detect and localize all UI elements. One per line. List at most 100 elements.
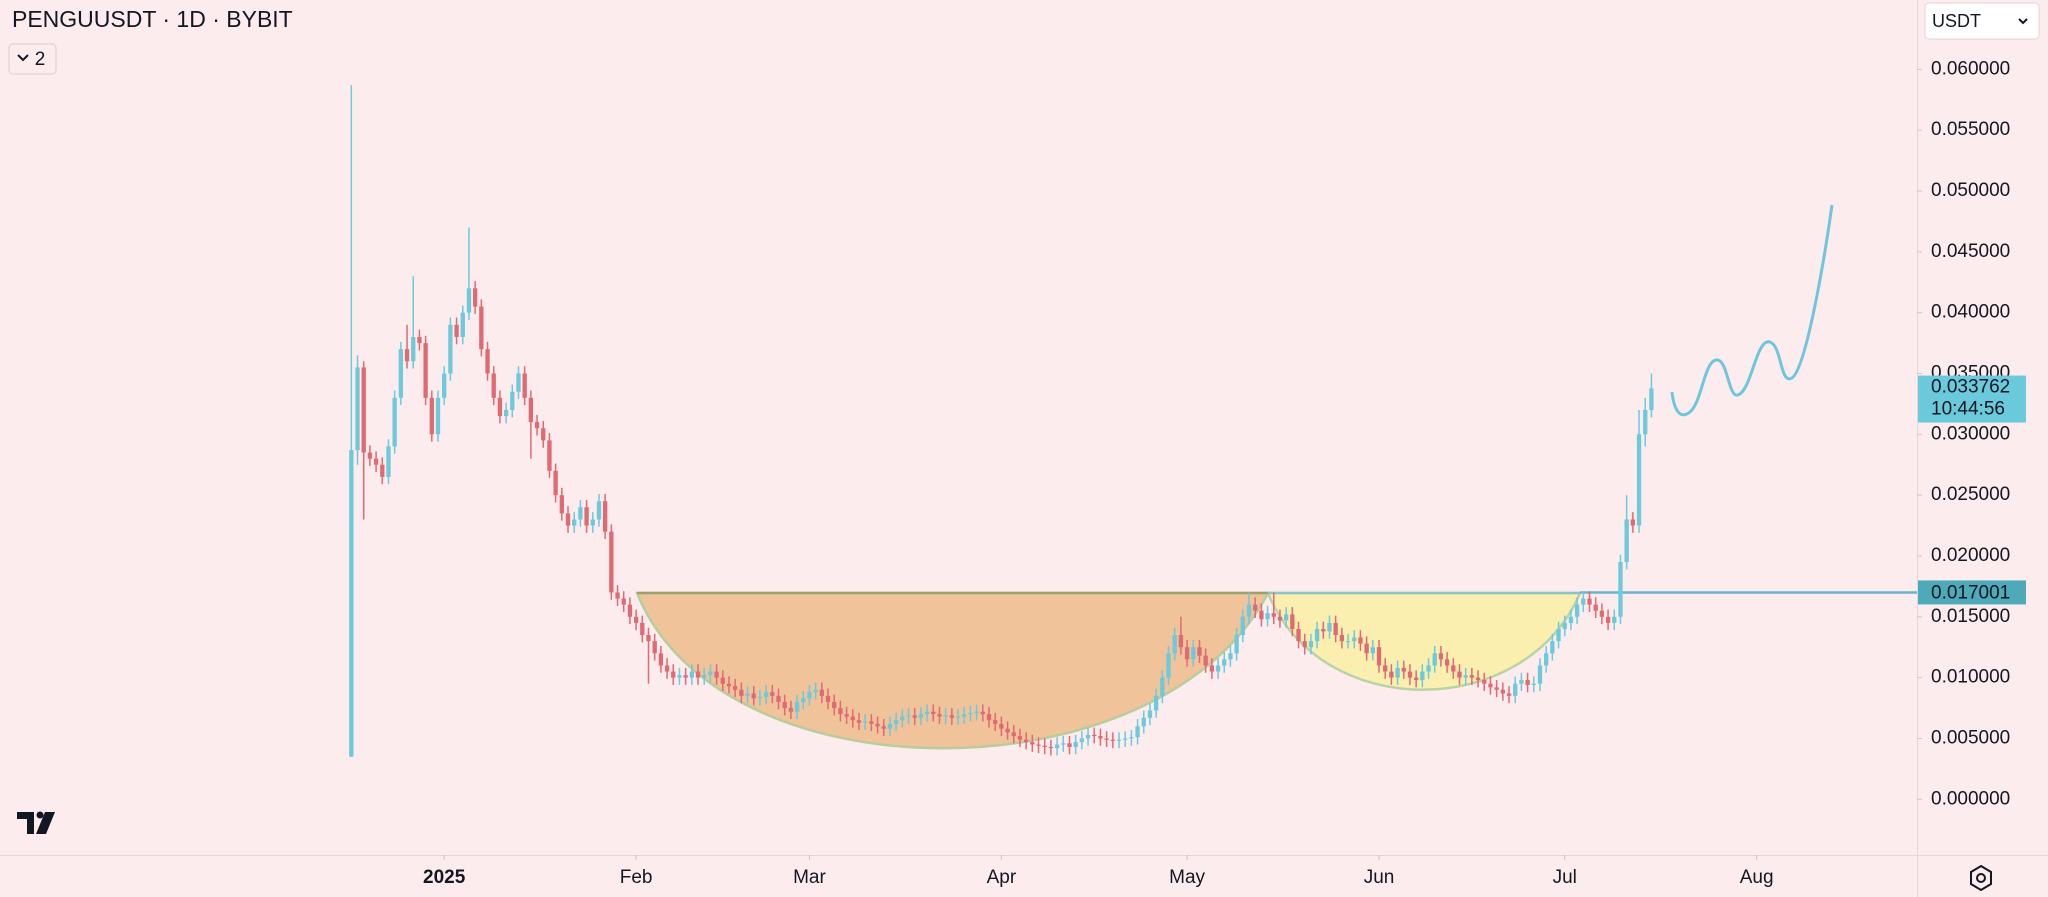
- candle-body: [1011, 732, 1016, 737]
- candle-body: [349, 450, 354, 757]
- candle-body: [1147, 710, 1153, 718]
- candle-body: [1023, 739, 1029, 743]
- candle-body: [1104, 738, 1109, 740]
- x-tick-label: Jul: [1553, 867, 1577, 888]
- candle-body: [1135, 726, 1140, 738]
- candle-body: [1129, 737, 1134, 739]
- candle-body: [572, 519, 577, 526]
- candle-body: [442, 373, 447, 398]
- y-tick-label: 0.010000: [1931, 667, 2010, 688]
- candle-body: [1544, 653, 1549, 666]
- x-tick-label: Aug: [1740, 867, 1774, 888]
- candle-body: [677, 675, 682, 678]
- candle-body: [1624, 519, 1629, 563]
- currency-select[interactable]: USDT: [1924, 2, 2040, 40]
- candle-body: [1240, 616, 1245, 636]
- tv-logo: [17, 811, 55, 834]
- candle-body: [541, 428, 546, 441]
- candle-body: [1562, 622, 1567, 629]
- candle-body: [1308, 641, 1314, 648]
- candle-body: [1389, 671, 1394, 678]
- candle-body: [1123, 738, 1128, 740]
- candle-body: [516, 373, 521, 392]
- candle-body: [380, 464, 385, 477]
- candle-body: [1172, 635, 1177, 654]
- candle-body: [1277, 616, 1283, 621]
- candle-body: [745, 693, 750, 696]
- candle-body: [702, 675, 707, 678]
- candle-body: [1017, 736, 1023, 740]
- candle-body: [435, 397, 441, 435]
- candle-body: [460, 312, 465, 337]
- candle-body: [528, 397, 534, 423]
- candle-body: [1556, 628, 1561, 642]
- candle-body: [1296, 628, 1301, 642]
- candle-body: [1587, 598, 1592, 605]
- candle-body: [1191, 647, 1196, 660]
- candle-body: [739, 689, 744, 696]
- candle-body: [497, 397, 503, 417]
- candle-body: [1141, 717, 1146, 727]
- logo-part: [36, 812, 55, 834]
- candle-body: [770, 692, 775, 696]
- candle-body: [1568, 616, 1574, 623]
- candle-body: [1531, 683, 1536, 685]
- candle-body: [1215, 665, 1221, 672]
- candle-body: [708, 671, 713, 676]
- candle-body: [1500, 689, 1505, 694]
- candle-body: [627, 604, 633, 617]
- candle-body: [1073, 742, 1078, 747]
- candle-body: [1048, 746, 1054, 749]
- candle-body: [1574, 604, 1580, 617]
- y-tick-label: 0.040000: [1931, 302, 2010, 323]
- last-price-box: [1918, 375, 2026, 423]
- candle-body: [1494, 687, 1499, 690]
- candle-body: [491, 373, 496, 398]
- candle-body: [1383, 665, 1388, 672]
- candle-body: [503, 409, 509, 417]
- candle-body: [1098, 736, 1103, 739]
- y-tick-label: 0.045000: [1931, 241, 2010, 262]
- currency-select-box[interactable]: [1924, 2, 2040, 40]
- settings-icon[interactable]: [1970, 864, 1992, 892]
- candle-body: [355, 367, 360, 451]
- candle-body: [856, 720, 862, 723]
- candle-body: [1246, 604, 1252, 617]
- candle-body: [1228, 653, 1233, 660]
- indicator-toggle-box[interactable]: [8, 43, 57, 75]
- gear[interactable]: [1970, 864, 1992, 892]
- candle-body: [466, 288, 472, 313]
- candle-body: [1451, 665, 1456, 672]
- candle-body: [1116, 739, 1122, 741]
- candle-body: [1581, 598, 1586, 605]
- candle-body: [1178, 635, 1184, 648]
- candle-body: [974, 711, 979, 713]
- candle-body: [1327, 622, 1332, 632]
- candle-body: [924, 711, 930, 715]
- candle-body: [367, 452, 373, 459]
- candle-body: [801, 698, 806, 702]
- indicator-toggle[interactable]: 2: [8, 43, 57, 75]
- candle-body: [1209, 665, 1215, 672]
- candle-body: [479, 306, 484, 350]
- chevron: [17, 54, 29, 62]
- y-tick-label: 0.025000: [1931, 484, 2010, 505]
- y-tick-label: 0.000000: [1931, 788, 2010, 809]
- candle-body: [609, 531, 614, 593]
- candle-body: [1599, 610, 1605, 617]
- candle-body: [1321, 628, 1326, 632]
- candle-body: [664, 665, 670, 672]
- candle-body: [615, 592, 620, 599]
- candle-body: [1345, 641, 1351, 643]
- candle-body: [937, 714, 942, 717]
- candle-body: [361, 367, 366, 453]
- candle-body: [472, 288, 478, 307]
- candle-body: [1203, 655, 1208, 666]
- candle-body: [1612, 616, 1617, 623]
- y-tick-label: 0.015000: [1931, 606, 2010, 627]
- candle-body: [863, 721, 868, 723]
- candle-body: [949, 715, 955, 718]
- candle-body: [1636, 434, 1642, 526]
- candle-body: [1593, 604, 1598, 611]
